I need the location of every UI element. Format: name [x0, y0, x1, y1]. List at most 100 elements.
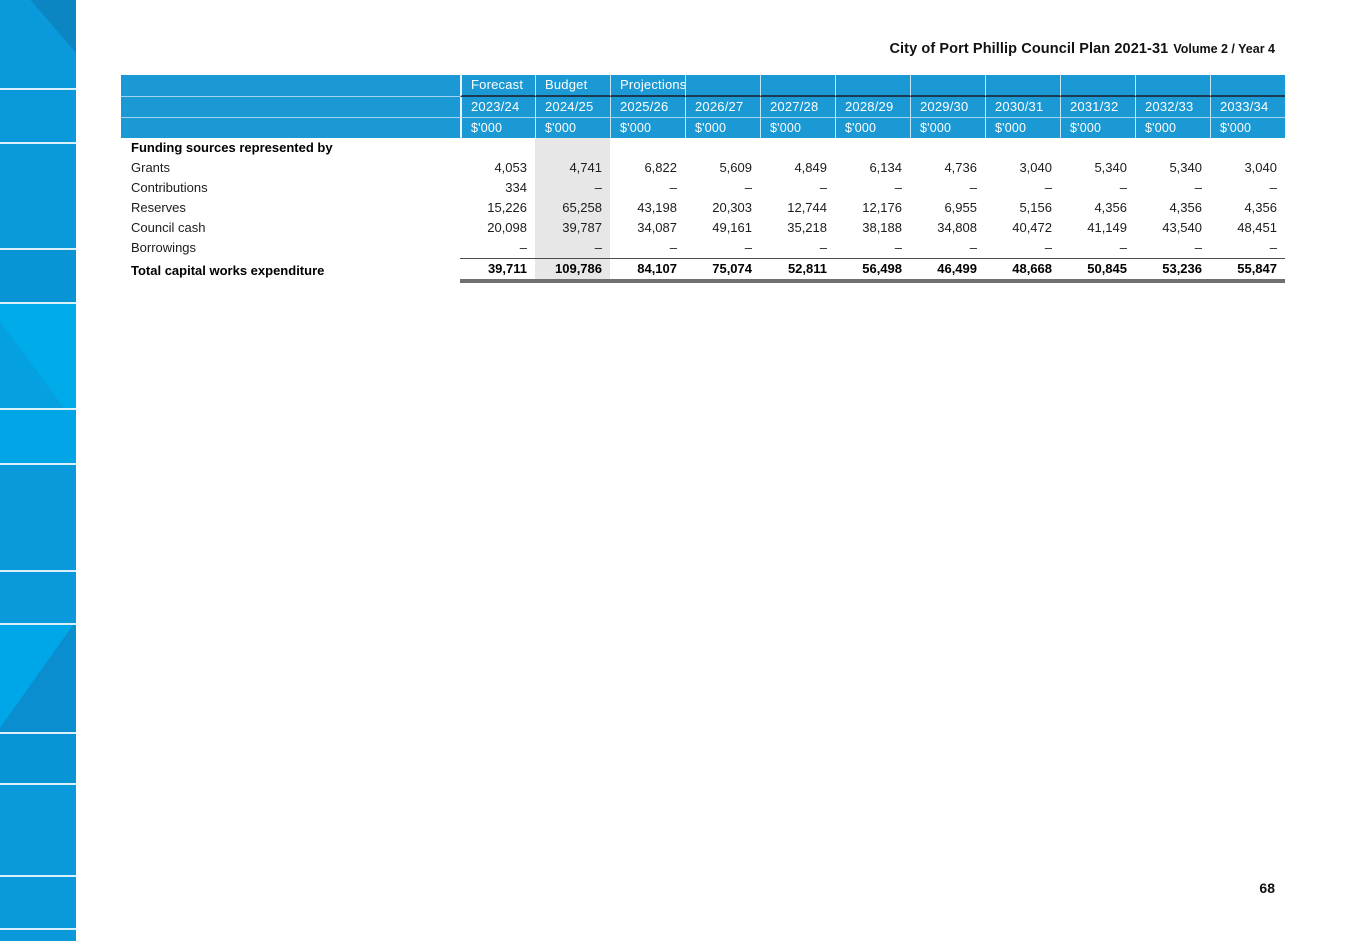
- total-value-cell: 84,107: [610, 258, 685, 283]
- funding-sources-table: Forecast Budget Projections 2023/24 2024/25…: [121, 75, 1285, 283]
- unit-header-cell: $'000: [1135, 118, 1210, 138]
- value-cell: 6,134: [869, 160, 902, 175]
- sidebar-segment: [0, 875, 76, 928]
- sidebar-segment: [0, 783, 76, 875]
- group-header-cell: [1210, 75, 1285, 97]
- sidebar-segment: [0, 463, 76, 570]
- value-cell: 41,149: [1087, 220, 1127, 235]
- year-header-cell: 2025/26: [610, 97, 685, 118]
- value-cell: 43,540: [1162, 220, 1202, 235]
- value-cell: 12,176: [862, 200, 902, 215]
- value-cell: 3,040: [1019, 160, 1052, 175]
- row-label-header-cell: [121, 118, 460, 138]
- section-header-row: Funding sources represented by: [121, 138, 1285, 158]
- sidebar-segment: [0, 570, 76, 623]
- value-cell: 5,609: [719, 160, 752, 175]
- row-label: Contributions: [131, 180, 208, 195]
- value-cell: 39,787: [535, 218, 610, 238]
- total-value-cell: 50,845: [1060, 258, 1135, 283]
- value-cell: 40,472: [1012, 220, 1052, 235]
- value-cell: –: [819, 180, 827, 195]
- table-header: Forecast Budget Projections 2023/24 2024/25…: [121, 75, 1285, 138]
- unit-header-cell: $'000: [910, 118, 985, 138]
- group-header-cell: [985, 75, 1060, 97]
- group-header-cell: Forecast: [460, 75, 535, 97]
- decorative-sidebar: [0, 0, 76, 941]
- value-cell: –: [894, 180, 902, 195]
- unit-header-cell: $'000: [985, 118, 1060, 138]
- group-header-cell: [760, 75, 835, 97]
- table-row: Council cash 20,098 39,787 34,087 49,161 35,2…: [121, 218, 1285, 238]
- empty-cell: [1060, 138, 1135, 158]
- row-label: Grants: [131, 160, 171, 175]
- table-row: Borrowings – – – – – – – – – – –: [121, 238, 1285, 258]
- empty-cell: [1210, 138, 1285, 158]
- value-cell: –: [894, 240, 902, 255]
- sidebar-segment: [0, 408, 76, 463]
- value-cell: 20,098: [487, 220, 527, 235]
- year-header-cell: 2028/29: [835, 97, 910, 118]
- unit-header-cell: $'000: [760, 118, 835, 138]
- value-cell: 334: [505, 180, 527, 195]
- document-header: City of Port Phillip Council Plan 2021-3…: [889, 40, 1275, 58]
- sidebar-segment: [0, 248, 76, 302]
- value-cell: 43,198: [637, 200, 677, 215]
- table-row: Reserves 15,226 65,258 43,198 20,303 12,744 12…: [121, 198, 1285, 218]
- value-cell: 4,736: [944, 160, 977, 175]
- value-cell: –: [1194, 180, 1202, 195]
- empty-cell: [610, 138, 685, 158]
- group-header-row: Forecast Budget Projections: [121, 75, 1285, 97]
- total-label: Total capital works expenditure: [131, 262, 325, 278]
- sidebar-segment: [0, 623, 76, 732]
- unit-header-cell: $'000: [610, 118, 685, 138]
- value-cell: –: [1119, 180, 1127, 195]
- sidebar-segment: [0, 0, 76, 88]
- section-label: Funding sources represented by: [131, 140, 333, 155]
- empty-cell: [760, 138, 835, 158]
- year-header-cell: 2032/33: [1135, 97, 1210, 118]
- row-label: Borrowings: [131, 240, 197, 255]
- unit-header-cell: $'000: [535, 118, 610, 138]
- value-cell: 4,356: [1169, 200, 1202, 215]
- document-title: City of Port Phillip Council Plan 2021-3…: [889, 41, 1169, 57]
- value-cell: –: [1119, 240, 1127, 255]
- year-header-cell: 2027/28: [760, 97, 835, 118]
- value-cell: –: [1269, 240, 1277, 255]
- sidebar-segment: [0, 732, 76, 783]
- table-row: Grants 4,053 4,741 6,822 5,609 4,849 6,134 4,73…: [121, 158, 1285, 178]
- empty-cell: [1135, 138, 1210, 158]
- value-cell: 20,303: [712, 200, 752, 215]
- group-header-cell: [1135, 75, 1210, 97]
- total-value-cell: 56,498: [835, 258, 910, 283]
- value-cell: –: [535, 238, 610, 258]
- value-cell: –: [1269, 180, 1277, 195]
- value-cell: 4,053: [494, 160, 527, 175]
- value-cell: 4,356: [1244, 200, 1277, 215]
- value-cell: 5,156: [1019, 200, 1052, 215]
- empty-cell: [460, 138, 535, 158]
- value-cell: –: [535, 178, 610, 198]
- document-subtitle: Volume 2 / Year 4: [1173, 42, 1275, 56]
- unit-header-cell: $'000: [685, 118, 760, 138]
- sidebar-segment: [0, 928, 76, 941]
- value-cell: –: [744, 240, 752, 255]
- value-cell: 49,161: [712, 220, 752, 235]
- value-cell: –: [669, 240, 677, 255]
- total-value-cell: 52,811: [760, 258, 835, 283]
- year-header-cell: 2029/30: [910, 97, 985, 118]
- year-header-cell: 2031/32: [1060, 97, 1135, 118]
- group-header-cell: [1060, 75, 1135, 97]
- value-cell: –: [1044, 180, 1052, 195]
- row-label: Reserves: [131, 200, 186, 215]
- total-value-cell: 46,499: [910, 258, 985, 283]
- value-cell: –: [1194, 240, 1202, 255]
- sidebar-segment: [0, 142, 76, 248]
- group-header-cell: [685, 75, 760, 97]
- year-header-cell: 2024/25: [535, 97, 610, 118]
- sidebar-segment: [0, 88, 76, 142]
- total-value-cell: 55,847: [1210, 258, 1285, 283]
- unit-header-cell: $'000: [1210, 118, 1285, 138]
- total-value-cell: 75,074: [685, 258, 760, 283]
- value-cell: 5,340: [1094, 160, 1127, 175]
